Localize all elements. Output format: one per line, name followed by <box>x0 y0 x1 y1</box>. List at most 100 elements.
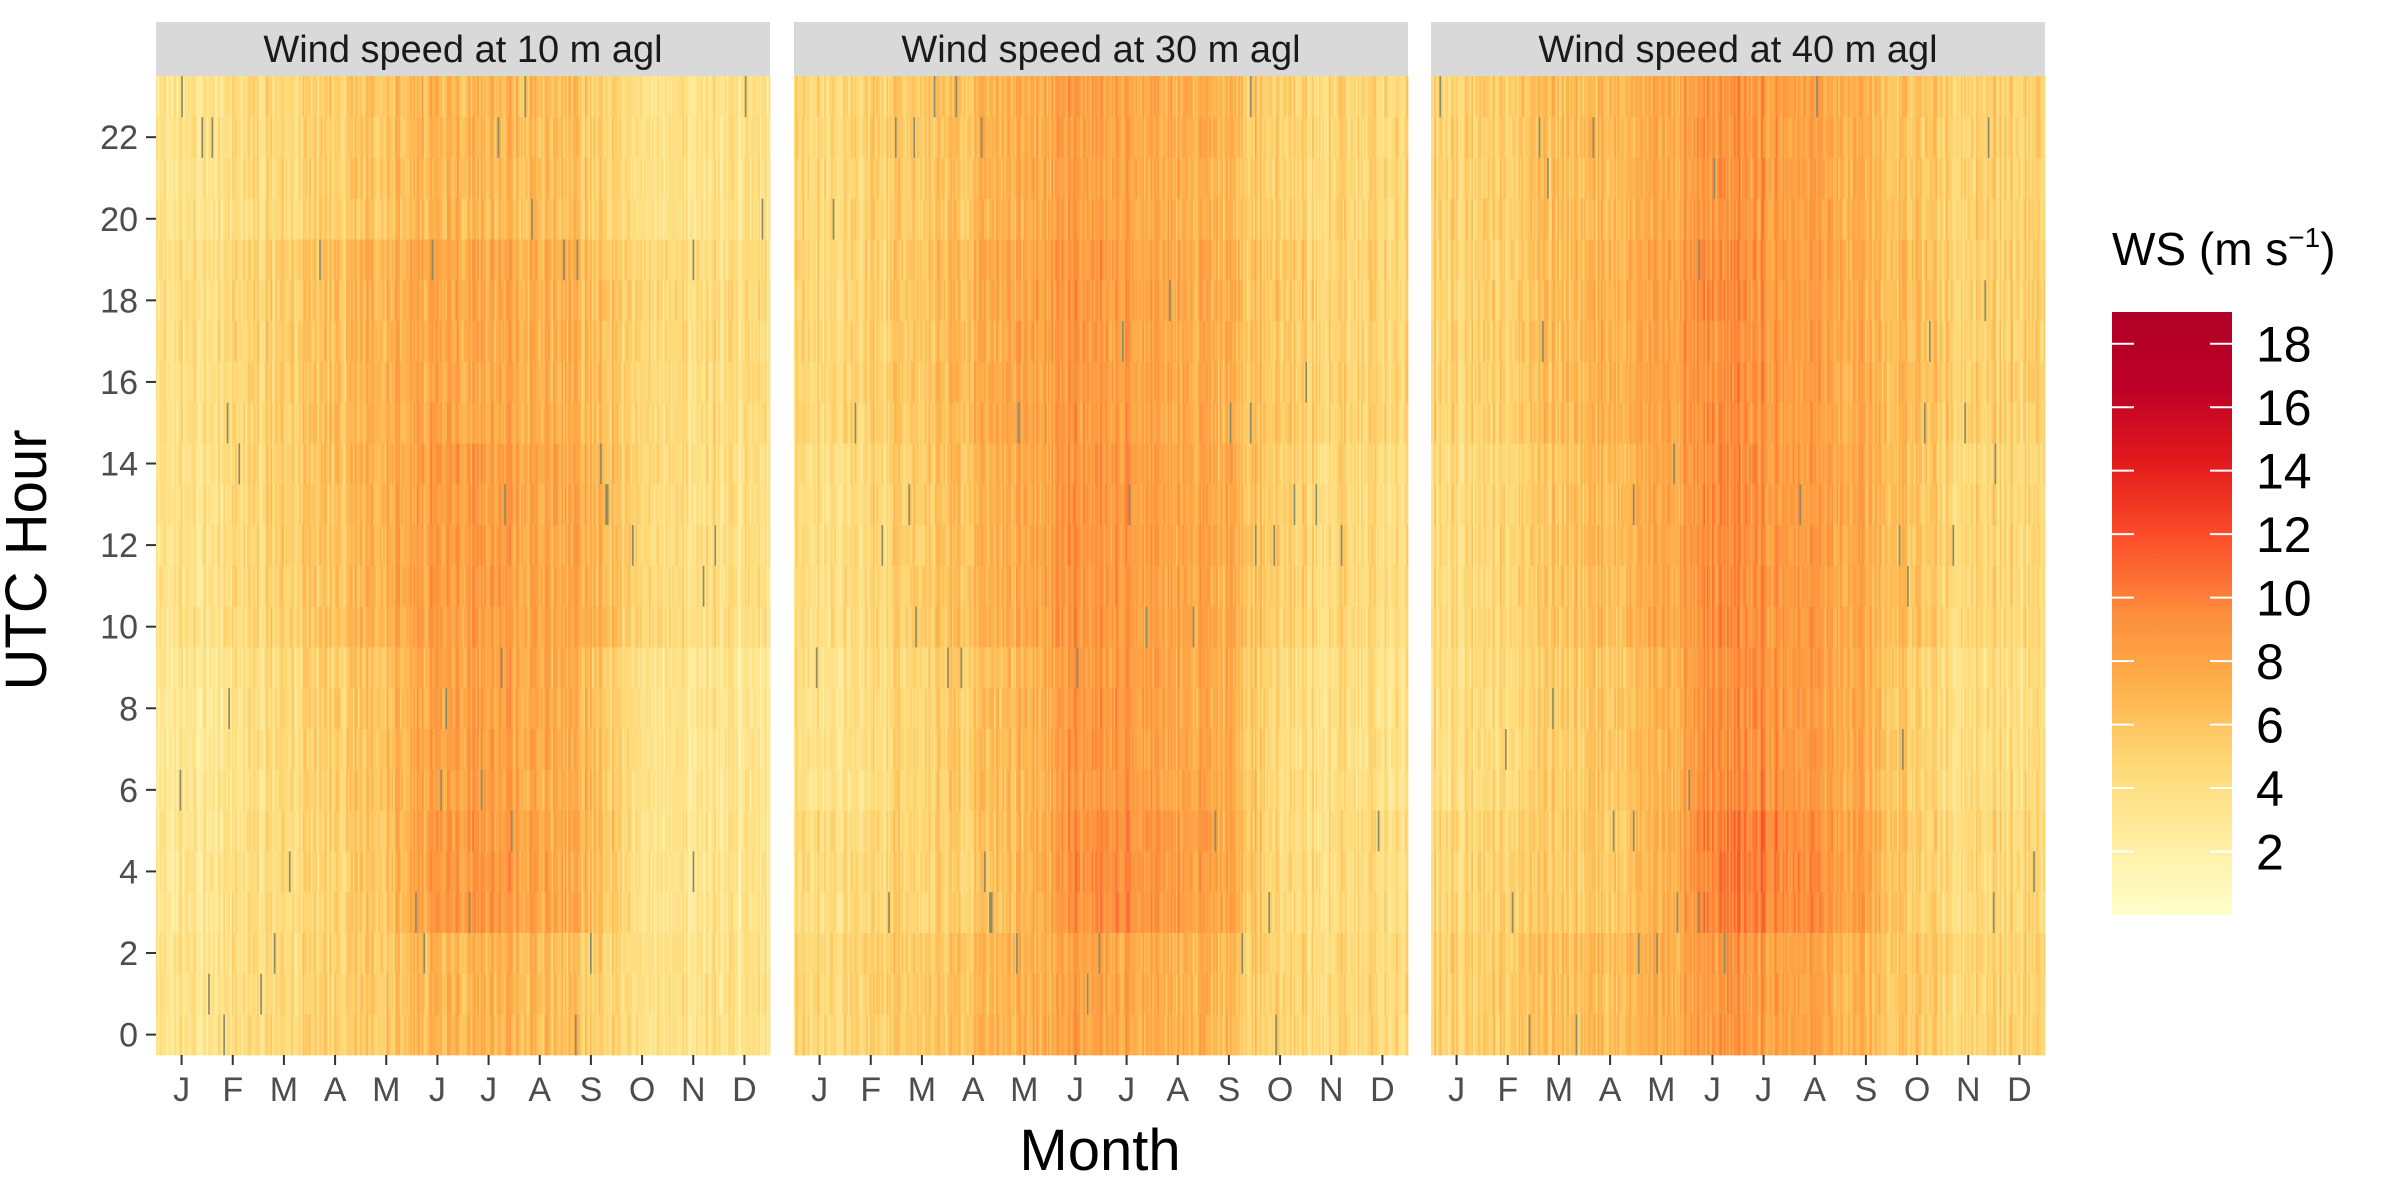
heatmap-cell <box>199 524 202 566</box>
heatmap-cell <box>164 116 167 158</box>
heatmap-cell <box>283 728 286 770</box>
heatmap-cell <box>253 361 256 403</box>
heatmap-cell <box>166 810 169 852</box>
heatmap-cell <box>199 728 202 770</box>
heatmap-cell <box>211 810 214 852</box>
heatmap-cell <box>265 76 268 118</box>
heatmap-cell <box>298 361 302 403</box>
heatmap-cell <box>293 1014 296 1056</box>
heatmap-cell <box>233 769 236 811</box>
heatmap-cell <box>265 647 268 689</box>
heatmap-cell <box>218 524 221 566</box>
heatmap-cell <box>265 891 268 933</box>
heatmap-cell <box>191 361 194 403</box>
heatmap-cell <box>206 198 209 240</box>
heatmap-cell <box>268 769 271 811</box>
heatmap-cell <box>288 76 291 118</box>
heatmap-cell <box>221 647 224 689</box>
heatmap-cell <box>298 483 302 526</box>
heatmap-cell <box>300 524 303 566</box>
heatmap-cell <box>233 239 236 281</box>
heatmap-cell <box>204 728 207 770</box>
heatmap-cell <box>290 606 293 648</box>
heatmap-cell <box>277 116 280 158</box>
heatmap-cell <box>270 524 273 566</box>
heatmap-cell <box>166 687 169 730</box>
heatmap-cell <box>167 932 170 974</box>
heatmap-cell <box>213 769 216 811</box>
heatmap-cell <box>233 198 236 240</box>
heatmap-cell <box>186 647 189 689</box>
heatmap-cell <box>246 157 249 199</box>
heatmap-cell <box>182 728 185 770</box>
heatmap-cell <box>198 76 201 118</box>
heatmap-cell <box>272 891 275 933</box>
heatmap-cell <box>189 279 192 322</box>
heatmap-cell <box>193 361 196 403</box>
heatmap-cell <box>240 687 243 730</box>
heatmap-cell <box>267 606 270 648</box>
heatmap-cell <box>171 524 174 566</box>
heatmap-cell <box>263 565 266 607</box>
heatmap-cell <box>287 932 290 974</box>
heatmap-cell <box>164 606 167 648</box>
heatmap-cell <box>297 524 300 566</box>
heatmap-cell <box>295 728 298 770</box>
heatmap-cell <box>251 932 254 974</box>
heatmap-cell <box>213 76 216 118</box>
heatmap-cell <box>241 851 244 893</box>
heatmap-cell <box>280 687 283 730</box>
heatmap-cell <box>272 198 275 240</box>
heatmap-cell <box>189 76 192 118</box>
heatmap-cell <box>245 851 248 893</box>
heatmap-cell <box>196 973 199 1015</box>
heatmap-cell <box>231 687 234 730</box>
heatmap-cell <box>258 443 261 485</box>
heatmap-cell <box>169 524 172 566</box>
heatmap-cell <box>233 1014 236 1056</box>
heatmap-cell <box>287 851 290 893</box>
heatmap-cell <box>214 891 217 933</box>
heatmap-cell <box>300 239 303 281</box>
heatmap-cell <box>194 932 197 974</box>
heatmap-cell <box>208 116 211 158</box>
heatmap-cell <box>235 361 238 403</box>
heatmap-cell <box>248 198 251 240</box>
heatmap-cell <box>171 769 174 811</box>
heatmap-cell <box>208 524 211 566</box>
heatmap-cell <box>250 973 253 1015</box>
heatmap-cell <box>191 402 194 444</box>
heatmap-cell <box>201 279 204 322</box>
heatmap-cell <box>292 443 295 485</box>
heatmap-cell <box>223 524 226 566</box>
heatmap-cell <box>238 361 241 403</box>
heatmap-cell <box>235 973 238 1015</box>
heatmap-cell <box>256 239 259 281</box>
heatmap-cell <box>258 647 261 689</box>
heatmap-cell <box>214 1014 217 1056</box>
heatmap-cell <box>156 198 159 240</box>
heatmap-cell <box>209 606 212 648</box>
heatmap-cell <box>174 932 177 974</box>
heatmap-cell <box>261 932 265 974</box>
heatmap-cell <box>214 932 217 974</box>
heatmap-cell <box>214 973 217 1015</box>
heatmap-cell <box>186 279 189 322</box>
heatmap-cell <box>189 1014 192 1056</box>
heatmap-cell <box>251 891 254 933</box>
heatmap-cell <box>167 728 170 770</box>
heatmap-cell <box>184 483 187 526</box>
heatmap-cell <box>241 279 244 322</box>
heatmap-cell <box>255 687 258 730</box>
heatmap-cell <box>177 524 180 566</box>
heatmap-cell <box>280 198 283 240</box>
heatmap-cell <box>253 728 256 770</box>
heatmap-cell <box>166 973 169 1015</box>
heatmap-cell <box>198 361 201 403</box>
heatmap-cell <box>277 524 280 566</box>
heatmap-cell <box>182 932 185 974</box>
heatmap-cell <box>280 810 283 852</box>
heatmap-cell <box>270 891 273 933</box>
heatmap-cell <box>166 565 169 607</box>
heatmap-cell <box>297 851 300 893</box>
